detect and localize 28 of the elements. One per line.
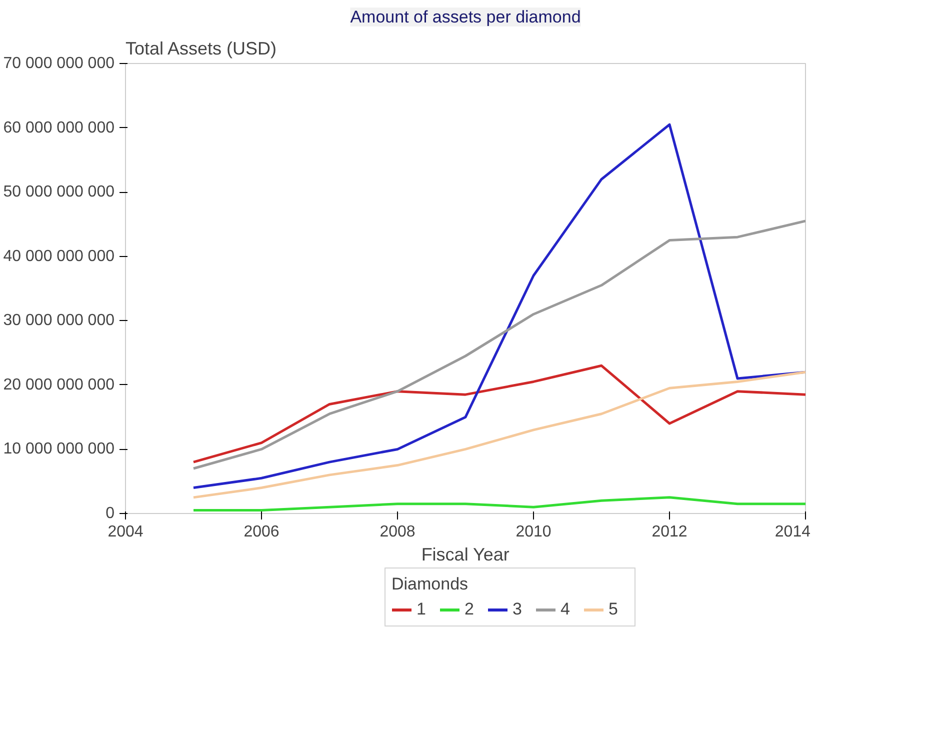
y-tick-label: 10 000 000 000 bbox=[3, 440, 115, 458]
y-tick-label: 30 000 000 000 bbox=[3, 312, 115, 330]
legend-label: 1 bbox=[416, 600, 427, 620]
y-tick-label: 0 bbox=[106, 505, 115, 522]
line-series bbox=[192, 364, 806, 464]
legend-label: 3 bbox=[512, 600, 523, 620]
y-tick-label: 70 000 000 000 bbox=[3, 55, 115, 72]
x-tick-label: 2004 bbox=[108, 524, 144, 540]
x-tick-label: 2008 bbox=[380, 524, 416, 540]
x-axis-title: Fiscal Year bbox=[421, 544, 510, 564]
line-series bbox=[192, 496, 806, 512]
x-tick-label: 2006 bbox=[244, 524, 280, 540]
y-axis-title: Total Assets (USD) bbox=[126, 38, 277, 58]
x-tick-label: 2012 bbox=[652, 524, 688, 540]
y-tick-label: 20 000 000 000 bbox=[3, 376, 115, 394]
x-tick-label: 2010 bbox=[516, 524, 552, 540]
legend-label: 4 bbox=[560, 600, 571, 620]
y-tick-label: 60 000 000 000 bbox=[3, 119, 115, 136]
line-series bbox=[192, 220, 806, 470]
line-series bbox=[192, 123, 806, 490]
x-tick-label: 2014 bbox=[774, 524, 811, 540]
legend-title: Diamonds bbox=[392, 574, 470, 594]
line-series bbox=[192, 370, 806, 499]
chart-title: Amount of assets per diamond bbox=[350, 8, 581, 26]
legend-label: 2 bbox=[464, 600, 475, 620]
legend-label: 5 bbox=[608, 600, 619, 620]
y-tick-label: 40 000 000 000 bbox=[3, 248, 115, 265]
y-tick-label: 50 000 000 000 bbox=[3, 184, 115, 201]
